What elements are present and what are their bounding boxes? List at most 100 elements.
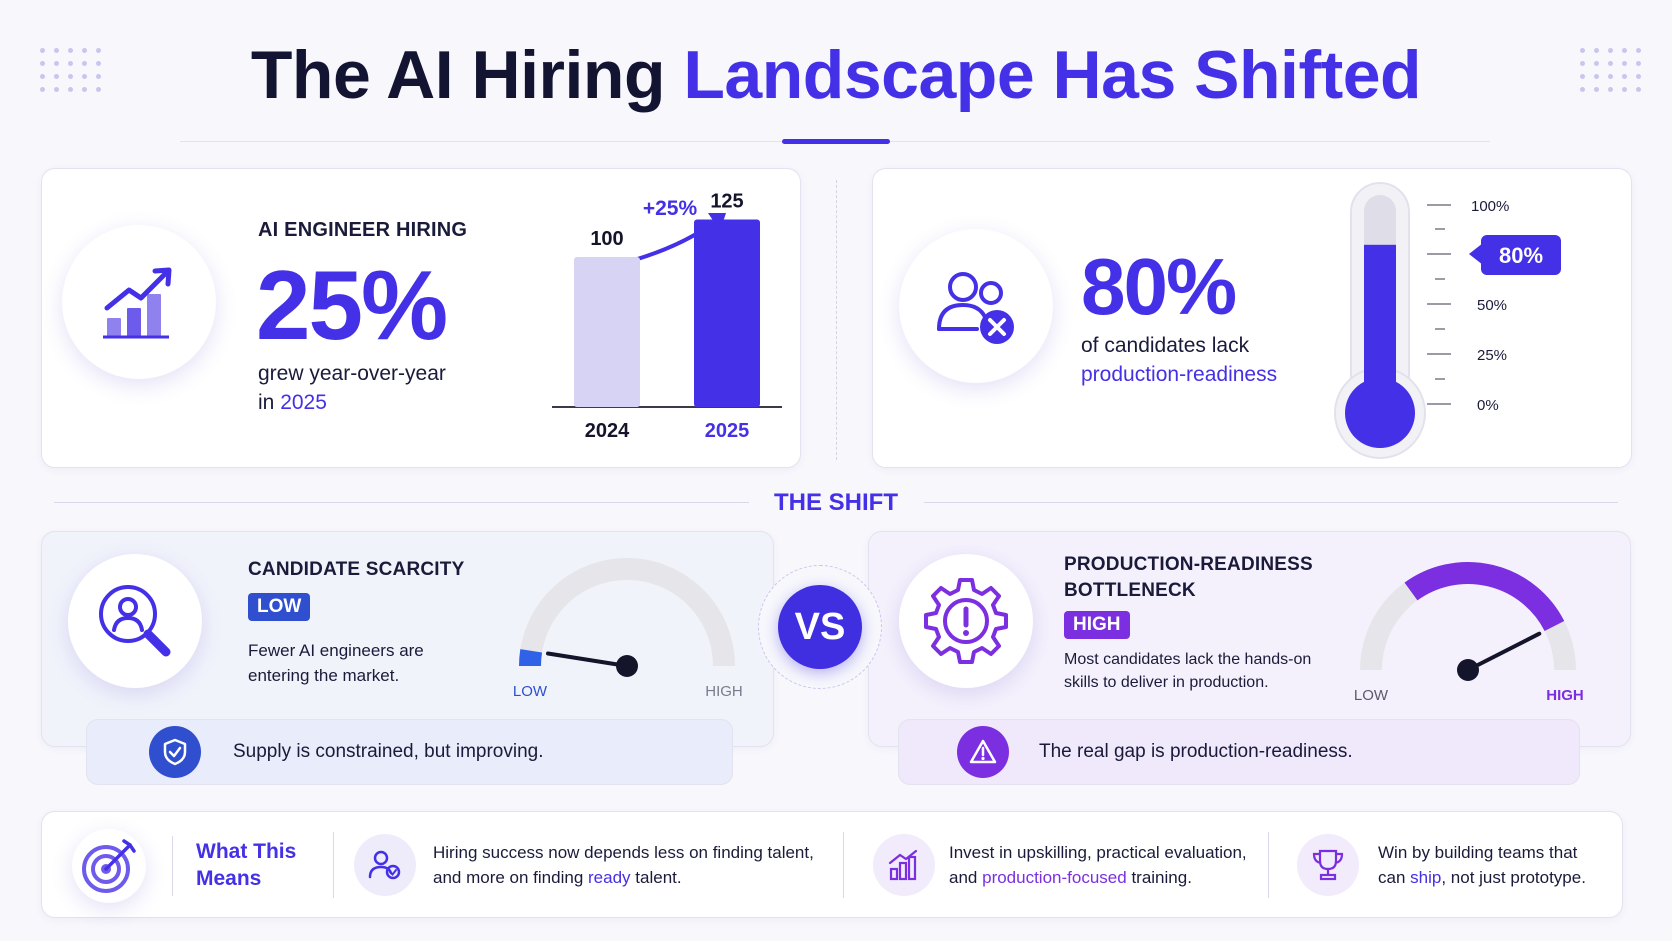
item3-line-1: Win by building teams that — [1378, 843, 1578, 862]
scarcity-icon-circle — [68, 554, 202, 688]
title-part-2: Landscape Has Shifted — [683, 37, 1422, 113]
bottom-item-3: Win by building teams that can ship, not… — [1378, 840, 1586, 890]
bottleneck-icon-circle — [899, 554, 1033, 688]
scarcity-panel: CANDIDATE SCARCITY LOW Fewer AI engineer… — [41, 531, 774, 747]
shield-check-icon — [149, 726, 201, 778]
shift-line-right — [924, 502, 1618, 503]
hiring-big-value: 25% — [256, 250, 448, 360]
hiring-label: AI ENGINEER HIRING — [258, 219, 468, 241]
scarcity-desc-line-2: entering the market. — [248, 666, 400, 685]
shift-line-left — [54, 502, 749, 503]
bar-2024 — [574, 257, 640, 407]
thermo-tick-25: 25% — [1477, 347, 1507, 364]
target-icon-circle — [72, 829, 146, 903]
vs-badge: VS — [778, 585, 862, 669]
thermo-bulb — [1345, 378, 1415, 448]
hiring-bar-chart: +25% 100 2024 125 2025 — [552, 191, 782, 442]
scarcity-description: Fewer AI engineers are entering the mark… — [248, 638, 424, 688]
item1-line-1: Hiring success now depends less on findi… — [433, 843, 814, 862]
bottom-divider-2 — [333, 832, 334, 898]
scarcity-gauge-fill — [519, 649, 543, 667]
scarcity-callout: Supply is constrained, but improving. — [86, 719, 733, 785]
talent-icon — [354, 834, 416, 896]
readiness-desc-line-1: of candidates lack — [1081, 334, 1250, 357]
title-accent-bar — [782, 139, 890, 144]
item1-line-2a: and more on finding — [433, 868, 584, 887]
bottleneck-description: Most candidates lack the hands-on skills… — [1064, 648, 1311, 694]
bottleneck-desc-line-2: skills to deliver in production. — [1064, 674, 1269, 691]
bottleneck-badge: HIGH — [1064, 611, 1130, 639]
thermo-badge-pointer — [1469, 243, 1483, 265]
bottleneck-callout-text: The real gap is production-readiness. — [1039, 741, 1353, 762]
bottleneck-gauge-fill — [1404, 562, 1565, 632]
heading-line-2: Means — [196, 867, 262, 890]
bottleneck-title-line-1: PRODUCTION-READINESS — [1064, 554, 1313, 575]
scarcity-gauge-track — [519, 558, 735, 667]
readiness-big-value: 80% — [1081, 242, 1237, 331]
readiness-card: 80% of candidates lack production-readin… — [872, 168, 1632, 468]
cards-separator — [836, 180, 837, 460]
bottleneck-gauge-hub — [1457, 659, 1479, 681]
scarcity-title: CANDIDATE SCARCITY — [248, 559, 465, 580]
item1-line-2: and more on finding ready talent. — [433, 865, 814, 890]
bottom-divider-4 — [1268, 832, 1269, 898]
search-person-icon — [99, 585, 171, 657]
scarcity-gauge-high: HIGH — [705, 683, 743, 700]
item2-line-1: Invest in upskilling, practical evaluati… — [949, 843, 1247, 862]
dot-grid-right — [1580, 48, 1641, 92]
page-title: The AI Hiring Landscape Has Shifted — [0, 36, 1672, 114]
thermo-badge: 80% — [1499, 243, 1543, 268]
warning-icon — [957, 726, 1009, 778]
vs-label: VS — [794, 605, 846, 648]
thermo-tick-50: 50% — [1477, 297, 1507, 314]
scarcity-gauge-low: LOW — [513, 683, 548, 700]
thermo-tick-0: 0% — [1477, 397, 1499, 414]
growth-label: +25% — [643, 197, 698, 220]
gear-alert-icon — [924, 578, 1008, 664]
readiness-desc-line-2: production-readiness — [1081, 363, 1278, 386]
hiring-desc-line-2: in 2025 — [258, 388, 518, 417]
item2-line-2c: training. — [1131, 868, 1192, 887]
title-part-1: The AI Hiring — [250, 37, 666, 113]
bottom-divider-1 — [172, 836, 173, 896]
user-cross-icon — [937, 272, 1014, 344]
hiring-icon-circle — [62, 225, 216, 379]
bar-value-label-2024: 100 — [590, 228, 623, 250]
item3-line-2: can ship, not just prototype. — [1378, 865, 1586, 890]
bottleneck-gauge-high: HIGH — [1546, 687, 1584, 704]
bottleneck-callout: The real gap is production-readiness. — [898, 719, 1580, 785]
bottleneck-gauge-needle — [1466, 631, 1542, 672]
hiring-description: grew year-over-year in 2025 — [258, 359, 518, 417]
bottom-item-2: Invest in upskilling, practical evaluati… — [949, 840, 1247, 890]
what-this-means-heading: What This Means — [196, 838, 296, 892]
readiness-description: of candidates lack production-readiness — [1081, 331, 1341, 389]
item2-production-focused: production-focused — [982, 868, 1127, 887]
item1-ready: ready — [588, 868, 631, 887]
dot-grid-left — [40, 48, 101, 92]
bottleneck-gauge: LOW HIGH — [1354, 562, 1584, 704]
bottleneck-desc-line-1: Most candidates lack the hands-on — [1064, 651, 1312, 668]
bottleneck-gauge-low: LOW — [1354, 687, 1389, 704]
hiring-desc-prefix: in — [258, 391, 275, 414]
item1-line-2c: talent. — [635, 868, 682, 887]
upskill-icon — [873, 834, 935, 896]
bottleneck-panel: PRODUCTION-READINESS BOTTLENECK HIGH Mos… — [868, 531, 1631, 747]
hiring-card: AI ENGINEER HIRING 25% grew year-over-ye… — [41, 168, 801, 468]
item3-ship: ship — [1410, 868, 1442, 887]
hiring-desc-year: 2025 — [280, 391, 327, 414]
bar-2025 — [694, 219, 760, 407]
readiness-icon-circle — [899, 229, 1053, 383]
trophy-icon — [1297, 834, 1359, 896]
target-icon — [82, 839, 136, 893]
bottleneck-title: PRODUCTION-READINESS BOTTLENECK — [1064, 552, 1313, 604]
thermo-ticks — [1427, 204, 1451, 405]
scarcity-gauge-needle — [545, 651, 629, 668]
readiness-thermometer: 100% 50% 25% 0% 80% — [1334, 182, 1561, 459]
shift-title: THE SHIFT — [774, 489, 898, 516]
hiring-desc-line-1: grew year-over-year — [258, 362, 446, 385]
bottleneck-title-line-2: BOTTLENECK — [1064, 580, 1196, 601]
item2-line-2: and production-focused training. — [949, 865, 1247, 890]
scarcity-gauge: LOW HIGH — [513, 558, 743, 700]
scarcity-desc-line-1: Fewer AI engineers are — [248, 641, 424, 660]
category-label-2025: 2025 — [705, 420, 750, 442]
